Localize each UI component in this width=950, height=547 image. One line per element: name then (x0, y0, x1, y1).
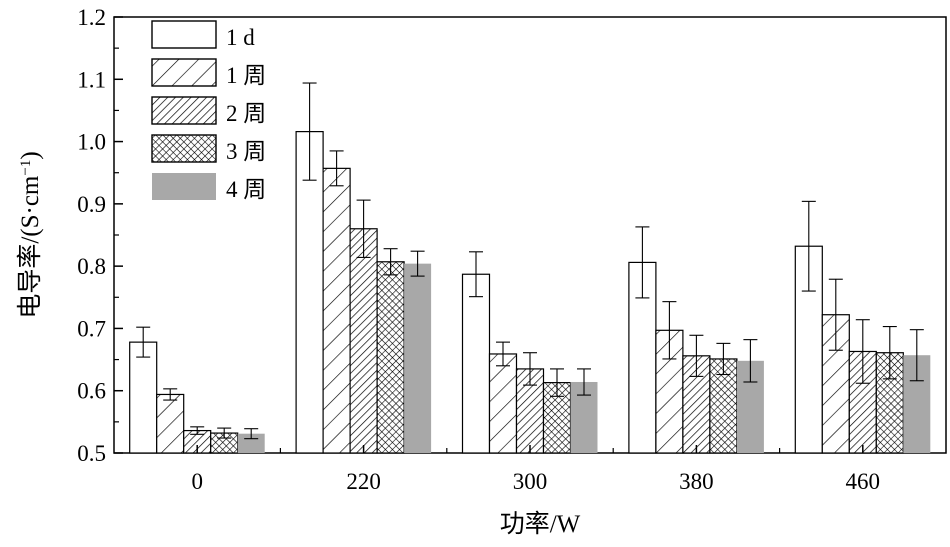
y-tick-label: 0.8 (77, 254, 106, 279)
bar (461, 273, 491, 454)
legend-swatch (151, 96, 217, 125)
legend: 1 d 1 周 2 周 3 周 4 周 (151, 20, 266, 202)
bar (156, 393, 185, 454)
y-tick-label: 0.9 (77, 192, 106, 217)
x-tick-label: 0 (191, 469, 203, 494)
bar (129, 341, 158, 454)
bar (322, 167, 351, 454)
legend-label: 1 d (226, 25, 255, 50)
x-tick-label: 380 (679, 469, 714, 494)
legend-swatch (151, 20, 217, 49)
x-tick-label: 460 (846, 469, 881, 494)
x-tick-label: 220 (346, 469, 381, 494)
axes-layer: 0.5 0.6 0.7 0.8 0.9 1.0 1.1 1.2 0 220 300 380 460 (77, 5, 880, 494)
y-tick-label: 1.1 (77, 67, 106, 92)
legend-swatch (151, 134, 217, 163)
y-tick-label: 0.7 (77, 316, 106, 341)
bar (488, 353, 518, 454)
y-axis-title-main: 电导率/(S·cm (16, 175, 44, 319)
y-tick-label: 1.2 (77, 5, 106, 30)
legend-label: 1 周 (226, 63, 266, 88)
y-axis-title-sup: −1 (18, 160, 34, 176)
bar (376, 261, 405, 454)
legend-swatch (151, 58, 217, 87)
x-axis-title: 功率/W (500, 510, 581, 538)
legend-label: 4 周 (226, 177, 266, 202)
error-bars-layer (136, 82, 924, 440)
y-tick-label: 1.0 (77, 130, 106, 155)
y-tick-label: 0.5 (77, 441, 106, 466)
bar (848, 350, 877, 454)
bar (404, 263, 432, 453)
legend-label: 3 周 (226, 139, 266, 164)
svg-text:电导率/(S·cm−1): 电导率/(S·cm−1) (16, 151, 44, 318)
legend-swatch (152, 173, 216, 200)
y-axis-title: 电导率/(S·cm−1) (16, 151, 44, 318)
legend-label: 2 周 (226, 101, 266, 126)
y-axis-title-close: ) (17, 151, 44, 159)
y-tick-label: 0.6 (77, 379, 106, 404)
x-tick-label: 300 (513, 469, 548, 494)
bar (349, 228, 378, 454)
